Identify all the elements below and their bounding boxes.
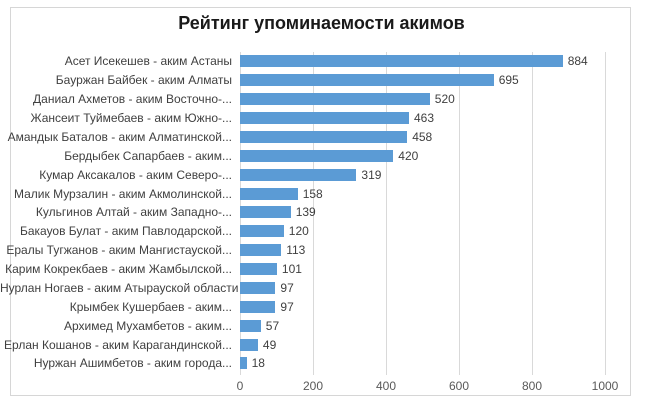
gridline-x-200 xyxy=(313,52,314,375)
category-label: Амандык Баталов - аким Алматинской... xyxy=(7,129,232,144)
bar xyxy=(240,55,563,68)
x-axis-tick-label: 200 xyxy=(302,379,324,393)
bar xyxy=(240,244,282,257)
gridline-x-400 xyxy=(386,52,387,375)
bar-row: Нуржан Ашимбетов - аким города... 18 xyxy=(0,354,647,373)
bar-row: Амандык Баталов - аким Алматинской... 458 xyxy=(0,128,647,147)
value-label: 97 xyxy=(280,280,294,295)
bar-row: Крымбек Кушербаев - аким... 97 xyxy=(0,297,647,316)
bar-row: Малик Мурзалин - аким Акмолинской... 158 xyxy=(0,184,647,203)
bar-row: Бакауов Булат - аким Павлодарской... 120 xyxy=(0,222,647,241)
bar xyxy=(240,168,357,181)
value-label: 158 xyxy=(302,186,323,201)
value-label: 18 xyxy=(251,356,265,371)
bar xyxy=(240,93,430,106)
value-label: 120 xyxy=(288,224,309,239)
bar-row: Бердыбек Сапарбаев - аким... 420 xyxy=(0,146,647,165)
x-axis-tick-label: 1000 xyxy=(591,379,619,393)
bar xyxy=(240,281,276,294)
bar-rows: Асет Исекешев - аким Астаны 884 Бауржан Ба… xyxy=(0,52,647,373)
category-label: Крымбек Кушербаев - аким... xyxy=(69,299,232,314)
category-label: Нуржан Ашимбетов - аким города... xyxy=(33,356,232,371)
category-label: Кумар Аксакалов - аким Северо-... xyxy=(39,167,232,182)
value-label: 520 xyxy=(434,92,455,107)
bar xyxy=(240,357,247,370)
bar-row: Архимед Мухамбетов - аким... 57 xyxy=(0,316,647,335)
chart-frame xyxy=(10,7,631,396)
value-label: 101 xyxy=(281,262,302,277)
category-label: Ерлан Кошанов - аким Карагандинской... xyxy=(4,337,232,352)
bar xyxy=(240,74,494,87)
bar xyxy=(240,300,276,313)
category-label: Асет Исекешев - аким Астаны xyxy=(64,54,232,69)
bar-row: Кульгинов Алтай - аким Западно-... 139 xyxy=(0,203,647,222)
bar-row: Ерлан Кошанов - аким Карагандинской... 49 xyxy=(0,335,647,354)
bar xyxy=(240,338,258,351)
category-label: Бакауов Булат - аким Павлодарской... xyxy=(19,224,232,239)
value-label: 458 xyxy=(412,129,433,144)
gridline-x-800 xyxy=(532,52,533,375)
value-label: 139 xyxy=(295,205,316,220)
category-label: Бауржан Байбек - аким Алматы xyxy=(55,73,232,88)
gridline-x-1000 xyxy=(605,52,606,375)
x-axis-tick-label: 0 xyxy=(236,379,244,393)
x-axis-tick-label: 800 xyxy=(521,379,543,393)
value-label: 49 xyxy=(262,337,277,352)
bar-row: Жансеит Туймебаев - аким Южно-... 463 xyxy=(0,109,647,128)
value-label: 57 xyxy=(265,318,280,333)
gridline-x-600 xyxy=(459,52,460,375)
bar xyxy=(240,263,277,276)
bar-row: Кумар Аксакалов - аким Северо-... 319 xyxy=(0,165,647,184)
bar xyxy=(240,225,284,238)
value-label: 420 xyxy=(398,148,419,163)
category-label: Даниал Ахметов - аким Восточно-... xyxy=(33,92,232,107)
x-axis-tick-label: 400 xyxy=(375,379,397,393)
value-label: 884 xyxy=(567,54,588,69)
chart-title: Рейтинг упоминаемости акимов xyxy=(178,13,465,33)
bar xyxy=(240,130,408,143)
value-label: 695 xyxy=(498,73,519,88)
bar xyxy=(240,319,261,332)
bar xyxy=(240,112,409,125)
value-label: 319 xyxy=(361,167,382,182)
value-label: 113 xyxy=(286,243,306,258)
x-axis-tick-label: 600 xyxy=(448,379,470,393)
category-label: Малик Мурзалин - аким Акмолинской... xyxy=(13,186,232,201)
bar-row: Карим Кокрекбаев - аким Жамбылской... 101 xyxy=(0,260,647,279)
bar-row: Асет Исекешев - аким Астаны 884 xyxy=(0,52,647,71)
category-label: Бердыбек Сапарбаев - аким... xyxy=(64,148,232,163)
category-label: Ералы Тугжанов - аким Мангистауской... xyxy=(6,243,232,258)
category-label: Архимед Мухамбетов - аким... xyxy=(64,318,232,333)
category-label: Карим Кокрекбаев - аким Жамбылской... xyxy=(5,262,232,277)
bar-row: Даниал Ахметов - аким Восточно-... 520 xyxy=(0,90,647,109)
value-label: 97 xyxy=(280,299,294,314)
bar xyxy=(240,149,394,162)
bar xyxy=(240,187,298,200)
category-label: Жансеит Туймебаев - аким Южно-... xyxy=(30,111,232,126)
category-label: Кульгинов Алтай - аким Западно-... xyxy=(35,205,232,220)
category-label: Нурлан Ногаев - аким Атырауской области xyxy=(0,280,239,295)
bar-row: Бауржан Байбек - аким Алматы 695 xyxy=(0,71,647,90)
value-label: 463 xyxy=(414,111,435,126)
bar-row: Ералы Тугжанов - аким Мангистауской... 11… xyxy=(0,241,647,260)
bar xyxy=(240,206,291,219)
bar-row: Нурлан Ногаев - аким Атырауской области 9… xyxy=(0,279,647,298)
